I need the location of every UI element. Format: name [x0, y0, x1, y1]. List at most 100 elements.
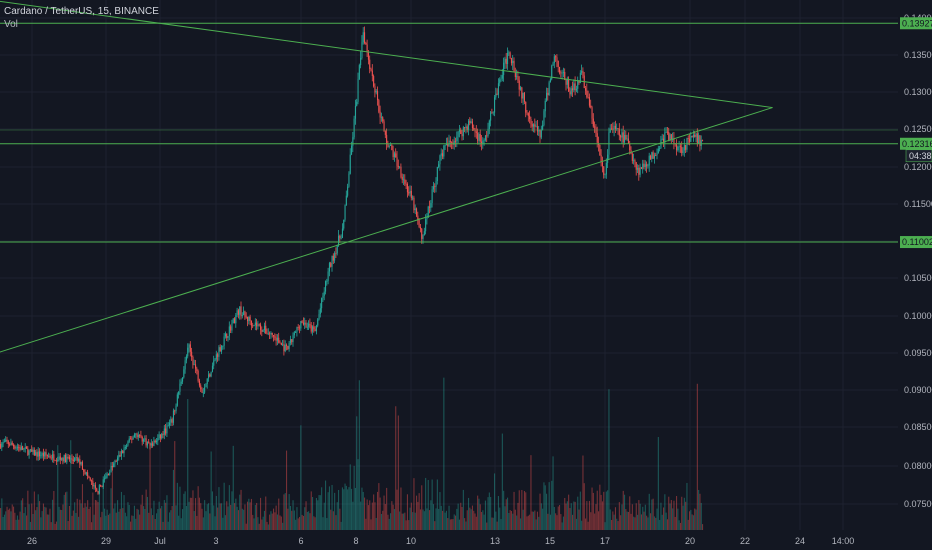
- volume-bar-494: [642, 506, 644, 530]
- candle-body-104: [135, 433, 137, 435]
- volume-bar-468: [608, 389, 610, 530]
- candle-body-77: [100, 485, 102, 486]
- volume-bar-464: [603, 491, 605, 530]
- candle-body-360: [468, 120, 470, 130]
- volume-bar-355: [461, 506, 463, 530]
- candle-body-361: [469, 120, 471, 124]
- volume-bar-52: [67, 521, 69, 530]
- volume-bar-78: [101, 511, 103, 530]
- candle-body-453: [588, 97, 590, 106]
- candle-body-411: [534, 124, 536, 127]
- candle-body-74: [96, 488, 98, 492]
- candle-body-455: [591, 107, 593, 119]
- volume-bar-345: [448, 505, 450, 530]
- volume-bar-443: [575, 518, 577, 530]
- volume-bar-520: [676, 496, 678, 530]
- candle-body-330: [429, 206, 431, 208]
- candle-body-346: [449, 140, 451, 143]
- volume-bar-67: [87, 500, 89, 530]
- candle-body-390: [507, 52, 509, 64]
- volume-bar-76: [98, 488, 100, 530]
- candle-body-11: [14, 446, 16, 449]
- candle-body-476: [618, 128, 620, 136]
- candle-body-29: [37, 451, 39, 457]
- candle-body-314: [408, 192, 410, 194]
- candle-body-122: [158, 434, 160, 439]
- volume-bar-370: [481, 512, 483, 530]
- candle-body-529: [687, 138, 689, 139]
- volume-bar-526: [683, 497, 685, 530]
- volume-bar-504: [655, 517, 657, 530]
- volume-bar-253: [328, 486, 330, 530]
- volume-bar-193: [250, 498, 252, 530]
- volume-bar-7: [9, 508, 11, 530]
- candle-body-291: [378, 100, 380, 112]
- candle-body-393: [510, 57, 512, 64]
- candle-body-280: [364, 32, 366, 43]
- volume-bar-275: [357, 459, 359, 530]
- volume-bar-388: [504, 506, 506, 530]
- volume-bar-435: [565, 503, 567, 530]
- volume-bar-449: [583, 483, 585, 530]
- volume-bar-128: [166, 495, 168, 530]
- time-tick-label: 3: [213, 536, 218, 546]
- candle-body-255: [331, 255, 333, 267]
- volume-bar-144: [187, 399, 189, 530]
- chart-drawings[interactable]: [0, 0, 898, 358]
- trendline-lower[interactable]: [0, 107, 773, 359]
- candle-body-211: [274, 336, 276, 338]
- volume-bar-200: [260, 497, 262, 530]
- volume-bar-250: [325, 480, 327, 530]
- candle-body-500: [650, 155, 652, 160]
- volume-bar-60: [78, 516, 80, 530]
- volume-bar-294: [382, 510, 384, 530]
- volume-bar-91: [118, 511, 120, 530]
- volume-bar-403: [523, 491, 525, 530]
- volume-bar-430: [559, 505, 561, 530]
- candle-body-499: [648, 155, 650, 166]
- volume-bar-218: [283, 494, 285, 530]
- volume-bar-38: [49, 508, 51, 530]
- candle-body-215: [279, 342, 281, 344]
- symbol-title[interactable]: Cardano / TetherUS, 15, BINANCE: [4, 6, 159, 17]
- candle-body-151: [196, 368, 198, 372]
- volume-bar-251: [326, 518, 328, 530]
- volume-bar-365: [474, 513, 476, 530]
- volume-bar-261: [339, 508, 341, 530]
- candle-body-202: [262, 330, 264, 332]
- volume-bar-461: [599, 484, 601, 530]
- candle-body-179: [232, 318, 234, 324]
- volume-bar-207: [269, 514, 271, 530]
- volume-bar-146: [189, 497, 191, 530]
- candle-body-113: [146, 441, 148, 446]
- candle-body-520: [676, 144, 678, 151]
- candle-body-511: [664, 132, 666, 143]
- candle-body-125: [162, 433, 164, 435]
- volume-bar-329: [427, 479, 429, 530]
- time-tick-label: 10: [406, 536, 416, 546]
- volume-bar-211: [274, 512, 276, 530]
- candle-body-536: [696, 133, 698, 144]
- candle-body-10: [13, 444, 15, 447]
- volume-bar-292: [379, 497, 381, 530]
- volume-bar-164: [213, 505, 215, 530]
- candle-body-383: [497, 83, 499, 95]
- volume-bar-247: [321, 487, 323, 530]
- time-axis[interactable]: 26 29 Jul 3 6 8 10 13 15 17 20 22 24 14:00: [0, 530, 932, 550]
- candle-body-173: [224, 333, 226, 337]
- candle-body-471: [612, 128, 614, 130]
- candle-body-429: [557, 60, 559, 67]
- volume-bar-21: [27, 490, 29, 530]
- trendline-upper[interactable]: [0, 0, 773, 109]
- volume-bar-319: [414, 512, 416, 530]
- volume-bar-373: [484, 500, 486, 530]
- volume-bar-170: [221, 503, 223, 530]
- volume-bar-398: [517, 502, 519, 530]
- candle-body-109: [141, 436, 143, 442]
- volume-bar-406: [527, 515, 529, 530]
- volume-legend-label[interactable]: Vol: [4, 19, 18, 30]
